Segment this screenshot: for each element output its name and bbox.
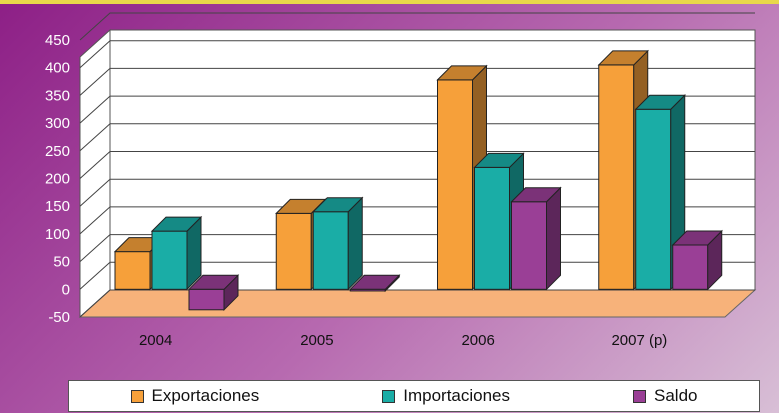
legend-swatch-exportaciones xyxy=(130,389,144,403)
bar-front xyxy=(151,230,188,290)
bar-front xyxy=(188,288,225,311)
gridline xyxy=(79,178,755,207)
legend-swatch-importaciones xyxy=(382,389,396,403)
bar-saldo-2004 xyxy=(187,274,240,312)
bar-top xyxy=(187,274,240,290)
gridline xyxy=(79,289,755,318)
legend-item-importaciones: Importaciones xyxy=(382,386,510,406)
bar-top xyxy=(510,187,562,203)
y-tick-label: 150 xyxy=(45,198,70,215)
legend-swatch-saldo xyxy=(633,389,647,403)
bar-saldo-2007 (p) xyxy=(671,229,723,291)
x-tick-label: 2006 xyxy=(461,332,494,349)
y-tick-label: 250 xyxy=(45,143,70,160)
y-tick-label: 100 xyxy=(45,226,70,243)
bar-front xyxy=(474,166,510,290)
gridline xyxy=(79,151,755,179)
bar-front xyxy=(598,64,635,290)
legend-item-exportaciones: Exportaciones xyxy=(130,386,260,406)
legend-label-exportaciones: Exportaciones xyxy=(151,386,260,405)
y-tick-label: 400 xyxy=(45,60,70,77)
gridline xyxy=(79,40,755,69)
bar-top xyxy=(597,50,649,66)
legend-label-importaciones: Importaciones xyxy=(403,386,511,405)
bar-importaciones-2005 xyxy=(312,196,364,291)
y-tick-label: 350 xyxy=(45,87,70,104)
chart-legend: Exportaciones Importaciones Saldo xyxy=(68,380,760,412)
bar-front xyxy=(672,244,709,290)
bar-side xyxy=(347,196,363,291)
chart-floor xyxy=(78,289,757,318)
bar-top xyxy=(312,197,364,213)
y-tick-label: 200 xyxy=(45,171,70,188)
bar-saldo-2005 xyxy=(349,274,401,293)
legend-item-saldo: Saldo xyxy=(633,386,698,406)
x-tick-label: 2007 (p) xyxy=(611,332,667,349)
x-tick-label: 2004 xyxy=(139,332,172,349)
y-tick-label: 50 xyxy=(53,254,70,271)
bar-front xyxy=(511,201,547,290)
x-tick-label: 2005 xyxy=(300,332,333,349)
bar-top xyxy=(349,274,401,290)
gridline xyxy=(79,67,755,96)
bar-saldo-2006 xyxy=(510,186,562,291)
gridline xyxy=(79,95,755,124)
legend-label-saldo: Saldo xyxy=(654,386,698,405)
bar-front xyxy=(114,251,151,290)
y-tick-label: 450 xyxy=(45,32,70,49)
bar-side xyxy=(546,186,561,291)
bar-importaciones-2004 xyxy=(150,215,203,291)
bar-top xyxy=(150,216,203,232)
y-tick-label: 0 xyxy=(62,281,70,298)
bar-top xyxy=(671,230,723,246)
bar-importaciones-2007 (p) xyxy=(634,94,686,291)
bar-front xyxy=(635,108,672,290)
bar-top xyxy=(436,65,488,81)
bar-front xyxy=(437,79,473,290)
bar-front xyxy=(312,211,349,290)
gridline xyxy=(79,123,755,152)
bar-front xyxy=(275,212,312,290)
y-tick-label: -50 xyxy=(48,309,70,326)
gridline xyxy=(79,12,755,41)
bar-top xyxy=(473,152,525,168)
bar-top xyxy=(634,94,686,110)
y-tick-label: 300 xyxy=(45,115,70,132)
top-accent-line xyxy=(0,0,779,4)
